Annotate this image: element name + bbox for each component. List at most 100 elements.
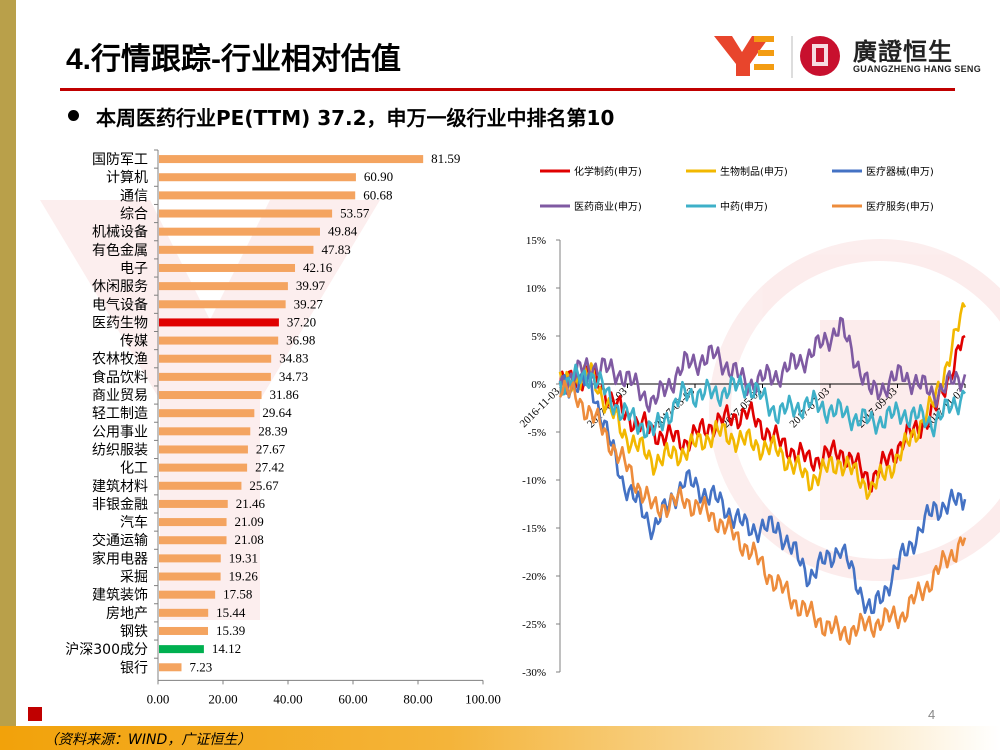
bar-value-label: 37.20 [287, 314, 316, 329]
bar-category-label: 非银金融 [92, 497, 148, 513]
page-title: 4.行情跟踪-行业相对估值 [66, 43, 402, 76]
bar-category-label: 农林牧渔 [92, 352, 148, 368]
bar-2 [159, 173, 356, 182]
bar-value-label: 19.31 [229, 550, 258, 565]
line-y-tick-label: 0% [531, 379, 546, 391]
bar-5 [159, 227, 320, 236]
legend-label: 生物制品(申万) [720, 165, 788, 178]
bar-16 [159, 427, 251, 436]
bar-7 [159, 263, 296, 272]
bar-11 [159, 336, 279, 345]
footer-red-square [28, 707, 42, 721]
relative-return-line-chart: 15% 10% 5% 0% -5% -10% -15% -20% -25% -30% 2016-11… [518, 165, 968, 679]
bar-1 [159, 155, 424, 164]
legend-label: 医药商业(申万) [574, 200, 642, 213]
bar-category-label: 计算机 [106, 170, 148, 186]
bar-value-label: 15.44 [216, 605, 246, 620]
bar-category-label: 采掘 [120, 570, 148, 586]
bar-category-label: 汽车 [120, 514, 148, 531]
pe-bar-chart: 0.00 20.00 40.00 60.00 80.00 100.00 国防军工 81.59 计… [65, 149, 501, 706]
bar-x-tick-label: 20.00 [208, 691, 237, 706]
bar-value-label: 49.84 [328, 224, 358, 239]
bar-value-label: 81.59 [431, 151, 460, 166]
bar-category-label: 钢铁 [120, 624, 148, 640]
bar-value-label: 60.68 [363, 187, 392, 202]
bar-27 [159, 626, 209, 635]
legend-label: 化学制药(申万) [574, 165, 642, 178]
bar-category-label: 医药生物 [92, 315, 148, 331]
bar-20 [159, 499, 228, 508]
legend-label: 医疗器械(申万) [866, 165, 934, 178]
bar-value-label: 53.57 [340, 206, 370, 221]
bar-15 [159, 409, 255, 418]
bar-value-label: 34.73 [279, 369, 308, 384]
bar-category-label: 电气设备 [92, 296, 148, 313]
series-line-2 [558, 302, 967, 500]
bar-category-label: 房地产 [106, 606, 148, 622]
line-y-tick-label: 5% [531, 331, 546, 343]
bar-category-label: 有色金属 [92, 242, 148, 259]
bar-category-label: 电子 [120, 261, 148, 277]
bar-x-tick-label: 40.00 [273, 691, 302, 706]
bar-value-label: 21.09 [235, 514, 264, 529]
watermark-seal-ring [709, 239, 1000, 581]
bar-x-tick-label: 100.00 [465, 691, 501, 706]
bar-category-label: 家用电器 [92, 550, 148, 567]
line-y-tick-label: -30% [522, 667, 546, 679]
bar-category-label: 食品饮料 [92, 369, 148, 386]
bar-10 [159, 318, 279, 327]
line-y-tick-label: -10% [522, 475, 546, 487]
line-y-tick-label: 15% [526, 235, 546, 247]
bar-category-label: 建筑装饰 [92, 588, 148, 604]
legend-label: 医疗服务(申万) [866, 200, 934, 213]
bar-12 [159, 354, 272, 363]
bar-value-label: 42.16 [303, 260, 333, 275]
bar-category-label: 国防军工 [92, 152, 148, 168]
bar-13 [159, 372, 271, 381]
bar-value-label: 39.97 [296, 278, 326, 293]
bar-value-label: 39.27 [294, 296, 324, 311]
bar-18 [159, 463, 248, 472]
bar-17 [159, 445, 248, 454]
bar-8 [159, 282, 288, 291]
bar-x-tick-label: 0.00 [147, 691, 170, 706]
bar-category-label: 传媒 [120, 334, 148, 350]
bullet-icon [68, 110, 79, 121]
bar-value-label: 47.83 [321, 242, 350, 257]
bar-category-label: 建筑材料 [92, 479, 148, 495]
bar-x-tick-label: 60.00 [338, 691, 367, 706]
footer-bar [0, 726, 1000, 750]
bar-value-label: 27.42 [255, 460, 284, 475]
bar-x-tick-label: 80.00 [403, 691, 432, 706]
bar-28 [159, 645, 204, 654]
bar-value-label: 19.26 [229, 569, 259, 584]
bar-value-label: 15.39 [216, 623, 245, 638]
bar-value-label: 34.83 [279, 351, 308, 366]
bar-value-label: 7.23 [189, 659, 212, 674]
bar-value-label: 27.67 [256, 441, 286, 456]
series-line-4 [558, 316, 967, 413]
bar-9 [159, 300, 286, 309]
bar-category-label: 纺织服装 [92, 442, 148, 458]
line-y-tick-label: -25% [522, 619, 546, 631]
bar-25 [159, 590, 216, 599]
bar-category-label: 银行 [120, 660, 148, 676]
bar-category-label: 轻工制造 [92, 406, 148, 422]
bar-value-label: 31.86 [270, 387, 300, 402]
logo-subtitle: GUANGZHENG HANG SENG [853, 64, 982, 74]
bar-value-label: 28.39 [258, 423, 287, 438]
source-note: （资料来源：WIND，广证恒生） [44, 732, 252, 748]
bar-value-label: 36.98 [286, 333, 315, 348]
bar-category-label: 沪深300成分 [65, 642, 148, 658]
bar-category-label: 公用事业 [92, 424, 148, 440]
bar-4 [159, 209, 333, 218]
legend-label: 中药(申万) [720, 200, 768, 213]
bar-value-label: 21.46 [236, 496, 266, 511]
line-y-tick-label: 10% [526, 283, 546, 295]
bar-category-label: 综合 [120, 207, 148, 223]
bar-category-label: 化工 [120, 461, 148, 477]
bar-category-label: 休闲服务 [92, 279, 148, 295]
bar-6 [159, 245, 314, 254]
bar-value-label: 29.64 [262, 405, 292, 420]
